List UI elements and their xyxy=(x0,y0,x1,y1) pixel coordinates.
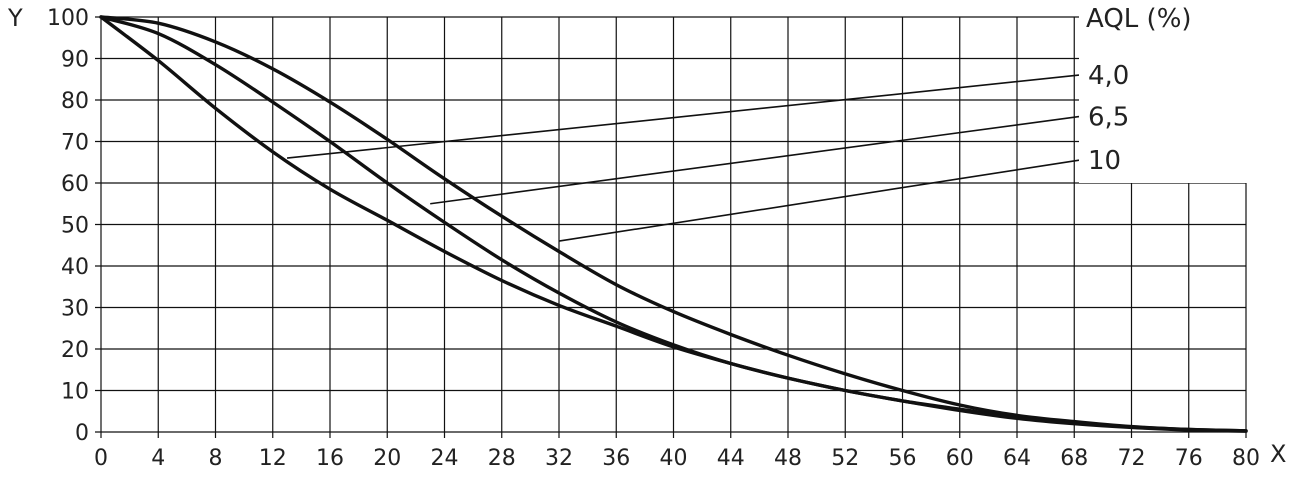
x-tick-label-60: 60 xyxy=(946,446,974,471)
y-tick-label-60: 60 xyxy=(61,172,89,197)
legend-entry-10: 10 xyxy=(1088,146,1121,176)
y-tick-label-20: 20 xyxy=(61,338,89,363)
y-tick-label-10: 10 xyxy=(61,380,89,405)
x-tick-label-76: 76 xyxy=(1175,446,1203,471)
x-tick-label-48: 48 xyxy=(774,446,802,471)
x-tick-label-12: 12 xyxy=(259,446,287,471)
x-axis-label: X xyxy=(1270,440,1286,468)
x-tick-label-52: 52 xyxy=(831,446,859,471)
grid xyxy=(95,16,1247,438)
x-tick-label-20: 20 xyxy=(373,446,401,471)
x-tick-label-0: 0 xyxy=(94,446,108,471)
legend-leader-4,0 xyxy=(286,74,1080,159)
legend-leaders xyxy=(286,74,1080,242)
curves xyxy=(99,15,1248,433)
y-tick-label-30: 30 xyxy=(61,297,89,322)
x-tick-label-40: 40 xyxy=(660,446,688,471)
legend-leader-10 xyxy=(558,159,1080,242)
y-tick-labels: 0 10 20 30 40 50 60 70 80 90 100 xyxy=(47,6,89,446)
x-tick-label-4: 4 xyxy=(151,446,165,471)
y-axis-label: Y xyxy=(7,4,23,32)
y-tick-label-40: 40 xyxy=(61,255,89,280)
legend-mask xyxy=(1079,1,1293,183)
x-tick-label-56: 56 xyxy=(889,446,917,471)
y-tick-label-0: 0 xyxy=(75,421,89,446)
x-tick-label-64: 64 xyxy=(1003,446,1031,471)
legend-title: AQL (%) xyxy=(1086,4,1192,34)
x-tick-label-32: 32 xyxy=(545,446,573,471)
y-tick-label-100: 100 xyxy=(47,6,89,31)
y-tick-label-80: 80 xyxy=(61,89,89,114)
x-tick-label-36: 36 xyxy=(602,446,630,471)
y-tick-label-70: 70 xyxy=(61,131,89,156)
x-tick-label-68: 68 xyxy=(1060,446,1088,471)
x-tick-labels: 0 4 8 12 16 20 24 28 32 36 40 44 48 52 56 60 64 68 72 76 80 xyxy=(94,446,1260,471)
y-tick-label-50: 50 xyxy=(61,214,89,239)
x-tick-label-8: 8 xyxy=(209,446,223,471)
x-tick-label-44: 44 xyxy=(717,446,745,471)
legend-entry-4,0: 4,0 xyxy=(1088,61,1129,91)
legend: AQL (%) 4,0 6,5 10 xyxy=(1086,4,1192,176)
legend-leader-6,5 xyxy=(430,115,1080,205)
x-tick-label-24: 24 xyxy=(431,446,459,471)
x-tick-label-28: 28 xyxy=(488,446,516,471)
x-tick-label-72: 72 xyxy=(1118,446,1146,471)
x-tick-label-80: 80 xyxy=(1232,446,1260,471)
x-tick-label-16: 16 xyxy=(316,446,344,471)
series-line-10 xyxy=(99,15,1248,433)
y-tick-label-90: 90 xyxy=(61,48,89,73)
legend-entry-6,5: 6,5 xyxy=(1088,103,1129,133)
